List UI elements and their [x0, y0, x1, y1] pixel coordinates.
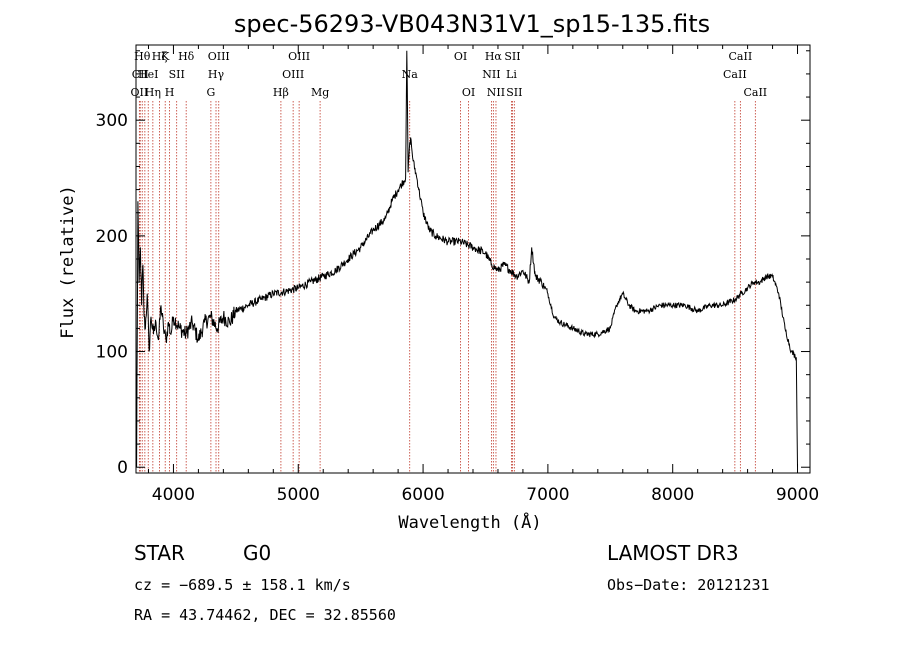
marker-label: OIII [208, 50, 230, 63]
x-tick-label: 9000 [776, 485, 819, 505]
marker-label: Hθ [134, 50, 151, 63]
marker-label: Hβ [273, 86, 289, 99]
marker-label: Hγ [208, 68, 225, 81]
marker-label: Hη [145, 86, 161, 99]
marker-label: SII [504, 50, 520, 63]
y-tick-label: 200 [96, 227, 128, 247]
marker-label: OIII [288, 50, 310, 63]
marker-label: NII [482, 68, 500, 81]
marker-label: Mg [311, 86, 329, 99]
marker-label: Hδ [178, 50, 195, 63]
y-axis-ticks: 0 100 200 300 [96, 50, 810, 478]
object-subclass: G0 [243, 541, 271, 565]
y-tick-label: 100 [96, 343, 128, 363]
x-tick-label: 4000 [152, 485, 195, 505]
marker-label: HeI [138, 68, 158, 81]
x-axis-ticks: 4000 5000 6000 7000 8000 9000 [147, 45, 819, 505]
cz-value: cz = −689.5 ± 158.1 km/s [134, 576, 351, 594]
marker-label: CaII [743, 86, 767, 99]
chart-title: spec-56293-VB043N31V1_sp15-135.fits [234, 10, 710, 38]
marker-label: OI [454, 50, 467, 63]
x-tick-label: 8000 [651, 485, 694, 505]
y-axis-label: Flux (relative) [58, 185, 78, 339]
marker-label: G [206, 86, 215, 99]
obs-date: Obs−Date: 20121231 [607, 576, 770, 594]
spectrum-series-line [136, 50, 798, 468]
marker-label: OI [462, 86, 475, 99]
marker-label: Na [402, 68, 419, 81]
marker-labels: OIICIIHθHeIHηHζKHSIIHδGHγOIIIHβOIIIOIIIM… [131, 50, 768, 99]
marker-label: OII [131, 86, 149, 99]
y-tick-label: 0 [117, 458, 128, 478]
marker-label: CaII [723, 68, 747, 81]
marker-label: H [165, 86, 175, 99]
marker-label: CaII [729, 50, 753, 63]
marker-label: SII [169, 68, 185, 81]
marker-label: OIII [282, 68, 304, 81]
marker-label: Hα [485, 50, 503, 63]
y-tick-label: 300 [96, 111, 128, 131]
survey-name: LAMOST DR3 [607, 541, 739, 565]
marker-label: Hζ [152, 50, 168, 63]
x-axis-label: Wavelength (Å) [398, 511, 541, 533]
plot-frame [135, 44, 811, 474]
coordinates: RA = 43.74462, DEC = 32.85560 [134, 606, 396, 624]
x-tick-label: 6000 [401, 485, 444, 505]
x-tick-label: 7000 [526, 485, 569, 505]
marker-label: K [161, 50, 170, 63]
marker-label: SII [506, 86, 522, 99]
marker-label: NII [487, 86, 505, 99]
x-tick-label: 5000 [277, 485, 320, 505]
object-class: STAR [134, 541, 185, 565]
marker-label: Li [506, 68, 517, 81]
marker-lines [138, 101, 756, 473]
